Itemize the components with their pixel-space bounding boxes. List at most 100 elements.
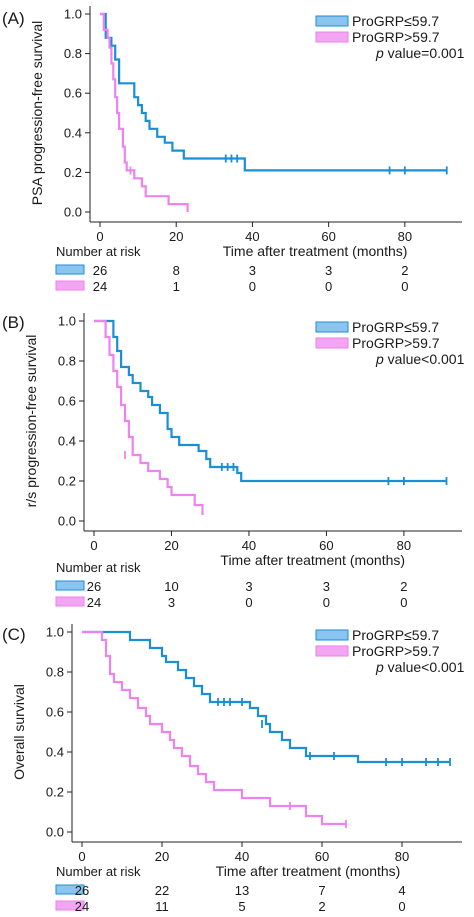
x-tick-label: 60 xyxy=(319,538,333,553)
y-tick-label: 0.4 xyxy=(64,125,82,140)
risk-swatch-low xyxy=(55,264,85,275)
risk-count: 0 xyxy=(400,595,407,610)
y-tick-label: 1.0 xyxy=(64,7,82,22)
legend-label-high: ProGRP>59.7 xyxy=(352,29,440,45)
x-tick-label: 40 xyxy=(235,849,249,864)
panel-letter: (B) xyxy=(2,313,25,332)
x-tick-label: 60 xyxy=(315,849,329,864)
risk-swatch-high xyxy=(55,900,85,911)
x-tick-label: 60 xyxy=(321,229,335,244)
y-tick-label: 0.2 xyxy=(64,165,82,180)
legend-swatch-low xyxy=(315,629,349,641)
risk-count: 2 xyxy=(401,263,408,278)
risk-count: 3 xyxy=(249,263,256,278)
survival-curve-high xyxy=(82,630,346,826)
risk-count: 11 xyxy=(155,899,169,914)
x-tick-label: 20 xyxy=(155,849,169,864)
legend-swatch-high xyxy=(315,337,349,349)
x-tick-label: 0 xyxy=(90,538,97,553)
survival-curve-high xyxy=(100,12,189,212)
y-axis-label: r/s progression-free survival xyxy=(23,335,39,508)
panel-letter: (A) xyxy=(2,9,25,28)
legend-label-low: ProGRP≤59.7 xyxy=(352,319,439,335)
y-tick-label: 0.4 xyxy=(58,434,76,449)
x-tick-label: 40 xyxy=(245,229,259,244)
risk-count: 2 xyxy=(400,579,407,594)
risk-swatch-low xyxy=(55,580,85,591)
legend-label-high: ProGRP>59.7 xyxy=(352,335,440,351)
risk-count: 22 xyxy=(155,883,169,898)
x-tick-label: 20 xyxy=(164,538,178,553)
risk-swatch-high xyxy=(55,280,85,291)
x-axis-label: Time after treatment (months) xyxy=(220,552,405,568)
y-tick-label: 0.4 xyxy=(46,745,64,760)
x-tick-label: 20 xyxy=(169,229,183,244)
y-tick-label: 0.6 xyxy=(64,86,82,101)
legend-swatch-high xyxy=(315,645,349,657)
legend-label-low: ProGRP≤59.7 xyxy=(352,13,439,29)
risk-count: 3 xyxy=(245,579,252,594)
risk-swatch-high xyxy=(55,596,85,607)
x-tick-label: 0 xyxy=(78,849,85,864)
y-tick-label: 0.6 xyxy=(58,394,76,409)
risk-count: 0 xyxy=(323,595,330,610)
risk-table-title: Number at risk xyxy=(56,244,141,259)
y-axis-label: Overall survival xyxy=(11,684,27,780)
p-value-text: value<0.001 xyxy=(384,351,465,367)
p-value-text: value=0.001 xyxy=(384,45,465,61)
risk-count: 24 xyxy=(93,279,107,294)
risk-count: 4 xyxy=(398,883,405,898)
x-tick-label: 0 xyxy=(96,229,103,244)
x-tick-label: 80 xyxy=(397,538,411,553)
risk-count: 26 xyxy=(87,579,101,594)
y-tick-label: 0.2 xyxy=(58,474,76,489)
y-tick-label: 0.8 xyxy=(58,354,76,369)
x-tick-label: 80 xyxy=(395,849,409,864)
survival-curve-low xyxy=(100,12,447,172)
risk-count: 0 xyxy=(398,899,405,914)
p-symbol: p xyxy=(375,351,384,367)
p-symbol: p xyxy=(375,45,384,61)
legend-swatch-low xyxy=(315,15,349,27)
risk-count: 3 xyxy=(323,579,330,594)
risk-count: 3 xyxy=(325,263,332,278)
risk-count: 13 xyxy=(235,883,249,898)
risk-count: 8 xyxy=(173,263,180,278)
p-symbol: p xyxy=(375,659,384,675)
risk-count: 24 xyxy=(75,899,89,914)
y-tick-label: 1.0 xyxy=(58,314,76,329)
legend-label-high: ProGRP>59.7 xyxy=(352,643,440,659)
legend-swatch-high xyxy=(315,31,349,43)
y-tick-label: 0.8 xyxy=(46,665,64,680)
x-tick-label: 40 xyxy=(242,538,256,553)
risk-table-title: Number at risk xyxy=(56,864,141,879)
y-tick-label: 1.0 xyxy=(46,625,64,640)
risk-count: 2 xyxy=(318,899,325,914)
risk-count: 26 xyxy=(93,263,107,278)
risk-count: 26 xyxy=(75,883,89,898)
risk-table-title: Number at risk xyxy=(56,560,141,575)
p-value-text: value<0.001 xyxy=(384,659,465,675)
x-axis-label: Time after treatment (months) xyxy=(216,863,401,879)
x-axis-label: Time after treatment (months) xyxy=(223,243,408,259)
risk-count: 0 xyxy=(245,595,252,610)
risk-count: 10 xyxy=(164,579,178,594)
y-tick-label: 0.0 xyxy=(58,514,76,529)
p-value-label: p value<0.001 xyxy=(375,351,465,367)
risk-count: 7 xyxy=(318,883,325,898)
legend-label-low: ProGRP≤59.7 xyxy=(352,627,439,643)
survival-curve-low xyxy=(82,630,450,764)
p-value-label: p value=0.001 xyxy=(375,45,465,61)
x-tick-label: 80 xyxy=(398,229,412,244)
risk-count: 0 xyxy=(325,279,332,294)
panel-letter: (C) xyxy=(2,625,26,644)
survival-curve-low xyxy=(94,319,447,483)
y-tick-label: 0.0 xyxy=(46,825,64,840)
p-value-label: p value<0.001 xyxy=(375,659,465,675)
y-tick-label: 0.2 xyxy=(46,785,64,800)
risk-swatch-low xyxy=(55,884,85,895)
